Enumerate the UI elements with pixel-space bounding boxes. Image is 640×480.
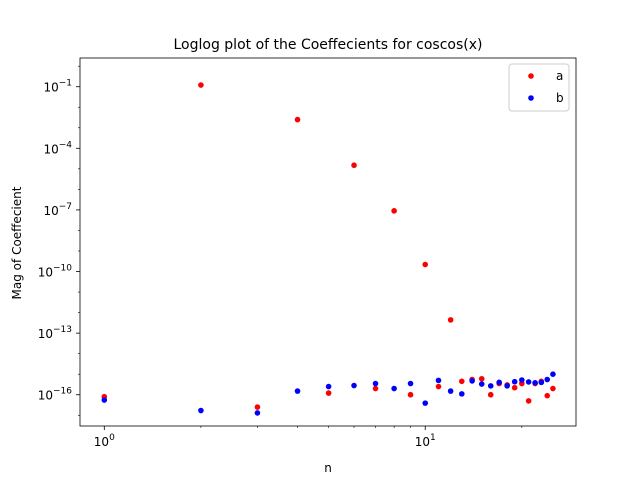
legend-marker-b <box>528 95 534 101</box>
plot-frame <box>79 57 577 427</box>
data-point-a <box>478 375 485 382</box>
data-point-b <box>544 376 551 383</box>
data-point-a <box>435 383 442 390</box>
legend-marker-a <box>528 73 534 79</box>
data-point-b <box>294 388 301 394</box>
data-point-a <box>325 390 332 396</box>
data-point-a <box>422 261 429 268</box>
legend: a b <box>508 63 570 112</box>
data-point-b <box>538 379 545 386</box>
data-point-b <box>487 383 494 389</box>
data-point-b <box>372 380 379 387</box>
x-tick-label: 100 <box>94 433 115 449</box>
data-point-a <box>407 391 414 398</box>
data-point-b <box>101 397 108 403</box>
data-point-b <box>478 381 485 387</box>
legend-box <box>508 63 570 112</box>
x-tick-label: 101 <box>415 433 436 449</box>
data-point-a <box>550 385 556 392</box>
data-point-a <box>254 404 261 410</box>
data-point-a <box>447 317 454 323</box>
legend-label-b: b <box>556 91 564 105</box>
data-point-b <box>407 380 414 387</box>
data-point-a <box>198 82 204 88</box>
data-point-b <box>447 388 454 394</box>
y-tick-label: 10−10 <box>38 264 73 280</box>
data-point-b <box>254 410 261 416</box>
y-tick-label: 10−16 <box>38 387 73 403</box>
y-tick-label: 10−13 <box>38 325 72 341</box>
data-point-b <box>325 383 332 390</box>
data-point-a <box>372 385 379 392</box>
data-point-a <box>487 391 494 398</box>
y-tick-label: 10−1 <box>43 79 72 95</box>
data-point-b <box>391 385 397 392</box>
data-point-b <box>504 383 510 389</box>
data-point-a <box>294 116 301 123</box>
data-point-b <box>496 379 502 386</box>
data-point-b <box>519 377 525 383</box>
data-point-b <box>532 380 538 386</box>
data-point-b <box>525 379 532 385</box>
data-point-b <box>422 400 429 406</box>
data-point-b <box>435 377 442 384</box>
data-point-a <box>391 208 397 214</box>
data-point-a <box>351 162 357 169</box>
chart-title: Loglog plot of the Coeffecients for cosc… <box>174 37 483 53</box>
data-point-b <box>550 371 556 377</box>
data-point-a <box>458 378 465 385</box>
y-axis-label: Mag of Coeffecient <box>10 186 24 299</box>
x-axis-label: n <box>324 461 332 475</box>
data-point-b <box>351 382 357 389</box>
data-point-b <box>198 407 204 414</box>
data-point-a <box>525 398 532 404</box>
data-point-b <box>469 378 475 384</box>
data-point-b <box>511 378 518 385</box>
plot-area: 100 101 10−16 10−13 10−10 10−7 10−4 10−1 <box>38 57 577 449</box>
y-tick-label: 10−4 <box>43 140 72 156</box>
y-tick-label: 10−7 <box>43 202 72 218</box>
data-point-b <box>458 391 465 397</box>
data-point-a <box>511 384 518 391</box>
legend-label-a: a <box>556 69 563 83</box>
data-point-a <box>544 392 551 399</box>
